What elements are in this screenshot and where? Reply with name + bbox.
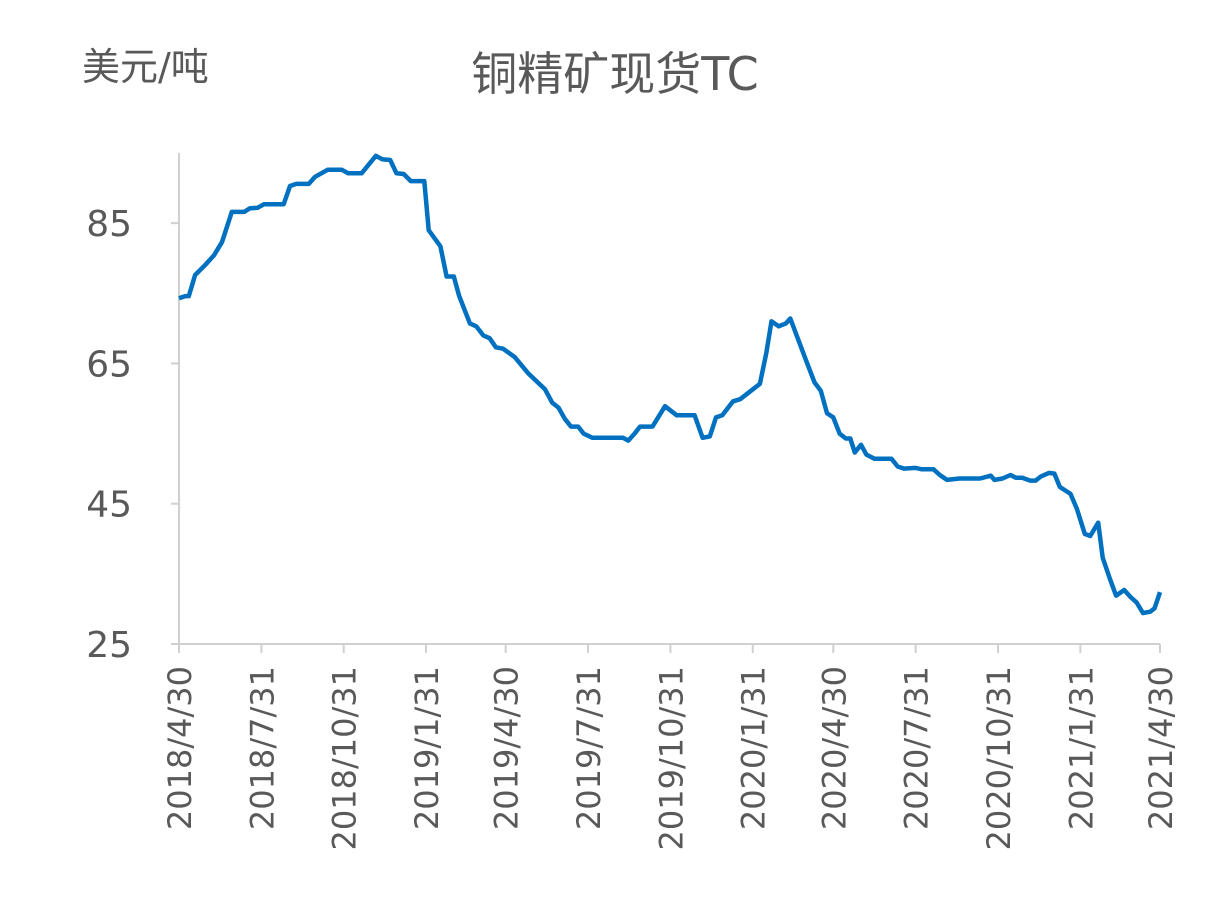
x-tick-label: 2019/7/31	[570, 666, 608, 830]
x-tick-label: 2019/4/30	[488, 666, 526, 830]
x-tick-label: 2019/1/31	[408, 666, 446, 830]
y-tick-label: 25	[86, 625, 132, 666]
x-tick-label: 2020/4/30	[815, 666, 853, 830]
chart-title: 铜精矿现货TC	[471, 47, 759, 101]
x-tick-label: 2018/10/31	[326, 666, 364, 850]
x-tick-label: 2020/7/31	[898, 666, 936, 830]
x-tick-label: 2020/1/31	[735, 666, 773, 830]
y-tick-label: 45	[86, 485, 132, 526]
line	[178, 153, 1163, 616]
x-tick-label: 2018/7/31	[243, 666, 281, 830]
x-tick-label: 2021/1/31	[1062, 666, 1100, 830]
y-axis-label: 美元/吨	[82, 45, 209, 89]
y-tick-label: 85	[86, 204, 132, 245]
x-tick-label: 2020/10/31	[980, 666, 1018, 850]
y-tick-label: 65	[86, 344, 132, 385]
x-tick-label: 2018/4/30	[161, 666, 199, 830]
x-tick-label: 2021/4/30	[1142, 666, 1180, 830]
x-tick-label: 2019/10/31	[652, 666, 690, 850]
